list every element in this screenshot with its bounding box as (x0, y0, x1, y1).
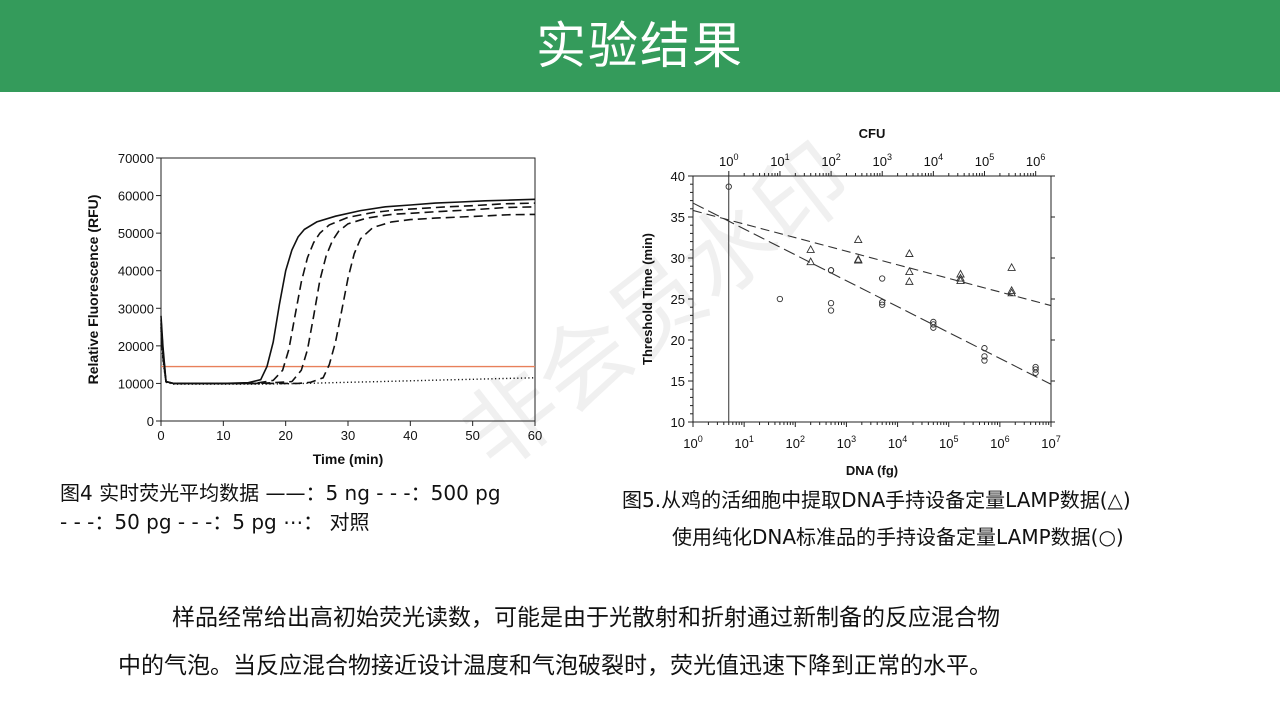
series-line-solid (160, 198, 536, 385)
figure5-caption-line1: 图5.从鸡的活细胞中提取DNA手持设备定量LAMP数据(△) (622, 488, 1131, 512)
plot-frame (692, 175, 1052, 423)
triangle-point (1007, 262, 1017, 271)
triangle-point (904, 248, 914, 257)
y-tick-label: 60000 (118, 189, 154, 204)
circle-point (827, 267, 835, 274)
x-axis-title: DNA (fg) (846, 463, 898, 478)
x-tick-label: 102 (786, 434, 805, 451)
x-tick-label: 104 (888, 434, 907, 451)
triangle-point (853, 255, 863, 264)
circle-point (1032, 369, 1039, 376)
triangle-point (1007, 288, 1017, 297)
y-tick-label: 25 (671, 292, 685, 307)
x-tick-label: 106 (990, 434, 1009, 451)
y-tick-label: 40 (671, 169, 685, 184)
circle-point (981, 357, 988, 364)
top-tick-label: 105 (975, 152, 994, 169)
triangle-point (956, 276, 965, 285)
explanation-line1: 样品经常给出高初始荧光读数，可能是由于光散射和折射通过新制备的反应混合物 (172, 605, 1000, 631)
y-axis-title: Relative Fluorescence (RFU) (85, 195, 101, 385)
circle-point (879, 299, 886, 306)
fit-line-2 (692, 209, 1052, 307)
threshold-scatter-chart: 10 15 20 25 30 35 40 100 101 102 103 104 105 106 107 10… (640, 126, 1061, 478)
y-axis-title: Threshold Time (min) (640, 233, 655, 365)
y-tick-label: 50000 (118, 226, 154, 241)
x-tick-label: 40 (403, 428, 417, 443)
circle-point (827, 307, 835, 314)
circle-point (725, 183, 732, 190)
y-tick-label: 0 (147, 414, 154, 429)
page-title: 实验结果 (536, 17, 744, 75)
x-tick-label: 30 (341, 428, 355, 443)
triangle-point (956, 273, 965, 282)
figure4-caption-line1: 图4 实时荧光平均数据 ——：5 ng - - -：500 pg (60, 481, 501, 505)
series-line-dashed (160, 206, 536, 385)
fit-line-3 (692, 202, 1052, 385)
y-tick-label: 70000 (118, 151, 154, 166)
figure4-caption-line2: - - -：50 pg - - -：5 pg ⋯： 对照 (60, 510, 370, 534)
y-tick-label: 20000 (118, 339, 154, 354)
top-tick-label: 104 (924, 152, 943, 169)
x-tick-label: 103 (837, 434, 856, 451)
x-tick-label: 50 (465, 428, 479, 443)
y-tick-label: 30 (671, 251, 685, 266)
circle-point (879, 275, 886, 282)
y-tick-label: 20 (671, 333, 685, 348)
circle-point (930, 321, 937, 328)
triangle-point (806, 244, 816, 253)
top-axis-title: CFU (859, 126, 886, 141)
x-tick-label: 20 (278, 428, 292, 443)
series-line-dashed (160, 213, 536, 385)
triangle-point (904, 267, 914, 275)
x-tick-label: 101 (734, 434, 753, 451)
y-tick-label: 40000 (118, 264, 154, 279)
triangle-point (853, 235, 863, 244)
x-tick-label: 100 (683, 434, 702, 451)
top-tick-label: 101 (770, 152, 789, 169)
x-axis-title: Time (min) (313, 451, 384, 467)
y-tick-label: 30000 (118, 301, 154, 316)
top-tick-label: 100 (719, 152, 738, 169)
top-tick-label: 102 (821, 152, 840, 169)
figure5-caption-line2: 使用纯化DNA标准品的手持设备定量LAMP数据(○) (672, 525, 1124, 549)
circle-point (827, 299, 835, 307)
x-tick-label: 107 (1041, 434, 1060, 451)
top-tick-label: 103 (872, 152, 891, 169)
x-tick-label: 105 (939, 434, 958, 451)
triangle-point (904, 276, 914, 285)
y-tick-label: 10000 (118, 376, 154, 391)
title-banner: 实验结果 (0, 0, 1280, 92)
explanation-line2: 中的气泡。当反应混合物接近设计温度和气泡破裂时，荧光值迅速下降到正常的水平。 (118, 653, 992, 679)
x-tick-label: 60 (528, 428, 542, 443)
circle-point (776, 295, 784, 303)
series-line-dotted (160, 330, 536, 385)
y-tick-label: 35 (671, 210, 685, 225)
circle-point (981, 353, 988, 360)
y-tick-label: 10 (671, 415, 685, 430)
triangle-point (1007, 285, 1017, 294)
circle-point (1032, 366, 1039, 373)
circle-point (879, 301, 886, 308)
y-tick-label: 15 (671, 374, 685, 389)
x-tick-label: 0 (157, 428, 164, 443)
fluorescence-line-chart: 0 10000 20000 30000 40000 50000 60000 70000 0 10 2… (85, 151, 542, 467)
top-tick-label: 106 (1026, 152, 1045, 169)
circle-point (930, 324, 937, 331)
x-tick-label: 10 (216, 428, 230, 443)
series-line-dashed (160, 202, 536, 385)
plot-frame (160, 157, 536, 422)
